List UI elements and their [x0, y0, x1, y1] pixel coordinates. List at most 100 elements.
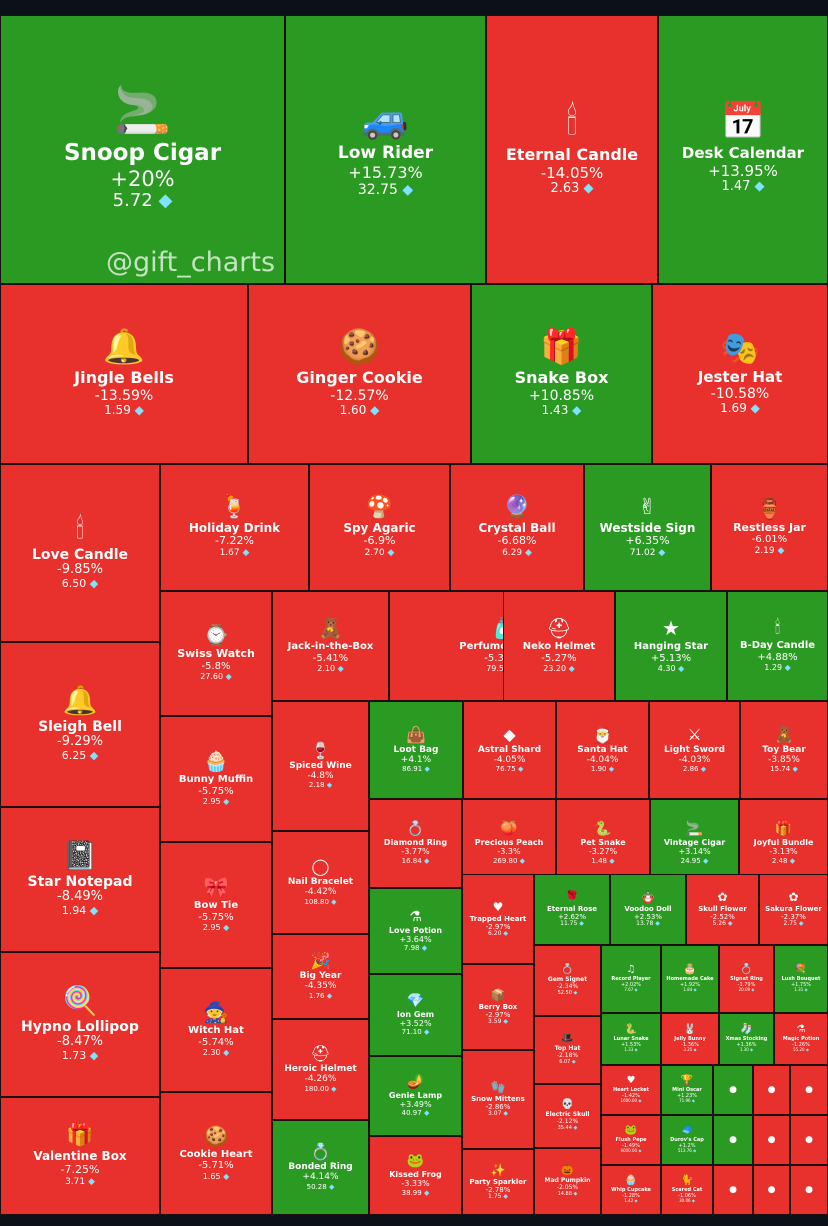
item-change: +2.53% — [633, 913, 663, 922]
treemap-tile-small[interactable]: ● — [753, 1065, 790, 1115]
treemap-tile-snoop-cigar[interactable]: 🚬 Snoop Cigar +20% 5.72 ◆ — [0, 15, 285, 284]
treemap-tile-small[interactable]: ● — [713, 1115, 753, 1165]
treemap-tile-b-day-candle[interactable]: 🕯 B-Day Candle +4.88% 1.29 ◆ — [727, 591, 828, 701]
treemap-tile-ion-gem[interactable]: 💎 Ion Gem +3.52% 71.10 ◆ — [369, 974, 462, 1056]
treemap-tile-sleigh-bell[interactable]: 🔔 Sleigh Bell -9.29% 6.25 ◆ — [0, 642, 160, 807]
treemap-tile-bunny-muffin[interactable]: 🧁 Bunny Muffin -5.75% 2.95 ◆ — [160, 716, 272, 842]
treemap-tile-eternal-candle[interactable]: 🕯 Eternal Candle -14.05% 2.63 ◆ — [486, 15, 658, 284]
treemap-tile-small[interactable]: ● — [790, 1165, 828, 1215]
item-price-value: 2.70 — [364, 548, 385, 559]
treemap-tile-magic-potion[interactable]: ⚗ Magic Potion -1.26% 55.20 ◆ — [774, 1013, 828, 1065]
treemap-tile-hanging-star[interactable]: ★ Hanging Star +5.13% 4.30 ◆ — [615, 591, 727, 701]
item-price-value: 7.67 — [624, 987, 634, 993]
item-price-value: 1.43 — [541, 402, 569, 417]
treemap-tile-toy-bear[interactable]: 🧸 Toy Bear -3.85% 15.74 ◆ — [740, 701, 828, 799]
treemap-tile-small[interactable]: ● — [713, 1065, 753, 1115]
treemap-tile-hypno-lollipop[interactable]: 🍭 Hypno Lollipop -8.47% 1.73 ◆ — [0, 952, 160, 1097]
treemap-tile-voodoo-doll[interactable]: 🪆 Voodoo Doll +2.53% 13.78 ◆ — [610, 874, 686, 945]
treemap-tile-mini-oscar[interactable]: 🏆 Mini Oscar +1.23% 71.96 ◆ — [661, 1065, 713, 1115]
treemap-tile-xmas-stocking[interactable]: 🧦 Xmas Stocking +1.36% 1.30 ◆ — [719, 1013, 774, 1065]
treemap-tile-bonded-ring[interactable]: 💍 Bonded Ring +4.14% 50.28 ◆ — [272, 1120, 369, 1215]
treemap-tile-mad-pumpkin[interactable]: 🎃 Mad Pumpkin -2.05% 14.88 ◆ — [534, 1148, 601, 1215]
treemap-tile-eternal-rose[interactable]: 🌹 Eternal Rose +2.62% 11.75 ◆ — [534, 874, 610, 945]
cigar-icon: 🚬 — [113, 83, 172, 138]
item-price: 1.67 ◆ — [220, 548, 250, 558]
treemap-tile-jack-in-the-box[interactable]: 🧸 Jack-in-the-Box -5.41% 2.10 ◆ — [272, 591, 389, 701]
treemap-tile-love-candle[interactable]: 🕯 Love Candle -9.85% 6.50 ◆ — [0, 464, 160, 642]
treemap-tile-skull-flower[interactable]: ✿ Skull Flower -2.52% 5.26 ◆ — [686, 874, 759, 945]
treemap-tile-big-year[interactable]: 🎉 Big Year -4.35% 1.76 ◆ — [272, 934, 369, 1019]
treemap-tile-small[interactable]: ● — [753, 1165, 790, 1215]
treemap-tile-jester-hat[interactable]: 🎭 Jester Hat -10.58% 1.69 ◆ — [652, 284, 828, 464]
treemap-tile-desk-calendar[interactable]: 📅 Desk Calendar +13.95% 1.47 ◆ — [658, 15, 828, 284]
treemap-tile-diamond-ring[interactable]: 💍 Diamond Ring -3.77% 16.84 ◆ — [369, 799, 462, 888]
treemap-tile-low-rider[interactable]: 🚙 Low Rider +15.73% 32.75 ◆ — [285, 15, 486, 284]
cigar-icon: 🚬 — [685, 821, 704, 838]
diamond-icon: ◆ — [239, 548, 250, 559]
treemap-tile-spy-agaric[interactable]: 🍄 Spy Agaric -6.9% 2.70 ◆ — [309, 464, 450, 591]
treemap-tile-top-hat[interactable]: 🎩 Top Hat -2.18% 6.07 ◆ — [534, 1016, 601, 1084]
treemap-tile-signet-ring[interactable]: 💍 Signet Ring -1.79% 20.09 ◆ — [719, 945, 774, 1013]
treemap-tile-love-potion[interactable]: ⚗ Love Potion +3.64% 7.98 ◆ — [369, 888, 462, 974]
treemap-tile-valentine-box[interactable]: 🎁 Valentine Box -7.25% 3.71 ◆ — [0, 1097, 160, 1215]
treemap-tile-neko-helmet[interactable]: ⛑ Neko Helmet -5.27% 23.20 ◆ — [503, 591, 615, 701]
treemap-tile-homemade-cake[interactable]: 🎂 Homemade Cake +1.92% 1.84 ◆ — [661, 945, 719, 1013]
treemap-tile-westside-sign[interactable]: ✌ Westside Sign +6.35% 71.02 ◆ — [584, 464, 711, 591]
treemap-tile-jelly-bunny[interactable]: 🐰 Jelly Bunny -1.36% 3.35 ◆ — [661, 1013, 719, 1065]
treemap-tile-ginger-cookie[interactable]: 🍪 Ginger Cookie -12.57% 1.60 ◆ — [248, 284, 471, 464]
item-name: Perfume Bottle — [459, 641, 545, 653]
treemap-tile-kissed-frog[interactable]: 🐸 Kissed Frog -3.33% 38.99 ◆ — [369, 1136, 462, 1215]
treemap-tile-durov-s-cap[interactable]: 🧢 Durov's Cap +1.2% 513.76 ◆ — [661, 1115, 713, 1165]
treemap-tile-swiss-watch[interactable]: ⌚ Swiss Watch -5.8% 27.60 ◆ — [160, 591, 272, 716]
treemap-tile-bow-tie[interactable]: 🎀 Bow Tie -5.75% 2.95 ◆ — [160, 842, 272, 968]
treemap-tile-astral-shard[interactable]: ◆ Astral Shard -4.05% 76.75 ◆ — [463, 701, 556, 799]
item-price-value: 71.10 — [401, 1028, 422, 1037]
treemap-tile-lunar-snake[interactable]: 🐍 Lunar Snake +1.53% 1.33 ◆ — [601, 1013, 661, 1065]
treemap-tile-crystal-ball[interactable]: 🔮 Crystal Ball -6.68% 6.29 ◆ — [450, 464, 584, 591]
treemap-tile-record-player[interactable]: ♫ Record Player +2.02% 7.67 ◆ — [601, 945, 661, 1013]
treemap-tile-flush-pepe[interactable]: 🐸 Flush Pepe -1.49% 6000.00 ◆ — [601, 1115, 661, 1165]
treemap-tile-cookie-heart[interactable]: 🍪 Cookie Heart -5.71% 1.65 ◆ — [160, 1092, 272, 1215]
treemap-tile-whip-cupcake[interactable]: 🧁 Whip Cupcake -1.28% 1.42 ◆ — [601, 1165, 661, 1215]
treemap-tile-nail-bracelet[interactable]: ◯ Nail Bracelet -4.42% 108.80 ◆ — [272, 831, 369, 934]
treemap-tile-witch-hat[interactable]: 🧙 Witch Hat -5.74% 2.30 ◆ — [160, 968, 272, 1092]
treemap-tile-small[interactable]: ● — [790, 1065, 828, 1115]
treemap-tile-restless-jar[interactable]: 🏺 Restless Jar -6.01% 2.19 ◆ — [711, 464, 828, 591]
treemap-tile-small[interactable]: ● — [713, 1165, 753, 1215]
diamond-icon: ◆ — [220, 923, 230, 933]
item-change: -2.97% — [485, 1010, 511, 1019]
treemap-tile-sakura-flower[interactable]: ✿ Sakura Flower -2.37% 2.75 ◆ — [759, 874, 828, 945]
treemap-tile-trapped-heart[interactable]: ♥ Trapped Heart -2.97% 6.20 ◆ — [462, 874, 534, 964]
treemap-tile-snake-box[interactable]: 🎁 Snake Box +10.85% 1.43 ◆ — [471, 284, 652, 464]
treemap-tile-snow-mittens[interactable]: 🧤 Snow Mittens -2.86% 3.07 ◆ — [462, 1050, 534, 1149]
diamond-icon: ◆ — [675, 664, 685, 674]
treemap-tile-light-sword[interactable]: ⚔ Light Sword -4.03% 2.86 ◆ — [649, 701, 740, 799]
item-price-value: 71.02 — [629, 548, 656, 559]
treemap-tile-heroic-helmet[interactable]: ⛑ Heroic Helmet -4.26% 180.00 ◆ — [272, 1019, 369, 1120]
treemap-tile-heart-locket[interactable]: ♥ Heart Locket -1.42% 1600.00 ◆ — [601, 1065, 661, 1115]
item-price: 1.30 ◆ — [740, 1048, 753, 1053]
treemap-tile-jingle-bells[interactable]: 🔔 Jingle Bells -13.59% 1.59 ◆ — [0, 284, 248, 464]
treemap-tile-holiday-drink[interactable]: 🍹 Holiday Drink -7.22% 1.67 ◆ — [160, 464, 309, 591]
treemap-tile-electric-skull[interactable]: 💀 Electric Skull -2.12% 35.44 ◆ — [534, 1084, 601, 1148]
treemap-tile-joyful-bundle[interactable]: 🎁 Joyful Bundle -3.13% 2.48 ◆ — [739, 799, 828, 888]
treemap-tile-berry-box[interactable]: 📦 Berry Box -2.97% 3.59 ◆ — [462, 964, 534, 1050]
treemap-tile-scared-cat[interactable]: 🐈 Scared Cat -1.06% 30.06 ◆ — [661, 1165, 713, 1215]
diamond-icon: ◆ — [419, 944, 428, 953]
treemap-tile-small[interactable]: ● — [790, 1115, 828, 1165]
treemap-tile-loot-bag[interactable]: 👜 Loot Bag +4.1% 86.91 ◆ — [369, 701, 463, 799]
treemap-tile-star-notepad[interactable]: 📓 Star Notepad -8.49% 1.94 ◆ — [0, 807, 160, 952]
treemap-tile-vintage-cigar[interactable]: 🚬 Vintage Cigar +3.14% 24.95 ◆ — [650, 799, 739, 888]
treemap-tile-spiced-wine[interactable]: 🍷 Spiced Wine -4.8% 2.18 ◆ — [272, 701, 369, 831]
treemap-tile-party-sparkler[interactable]: ✨ Party Sparkler -2.78% 1.75 ◆ — [462, 1149, 534, 1215]
treemap-tile-small[interactable]: ● — [753, 1115, 790, 1165]
treemap-tile-gem-signet[interactable]: 💍 Gem Signet -2.34% 52.50 ◆ — [534, 945, 601, 1016]
diamond-icon: ◆ — [501, 1192, 508, 1200]
treemap-tile-santa-hat[interactable]: 🎅 Santa Hat -4.04% 1.90 ◆ — [556, 701, 649, 799]
treemap-tile-genie-lamp[interactable]: 🪔 Genie Lamp +3.49% 40.97 ◆ — [369, 1056, 462, 1136]
treemap-tile-lush-bouquet[interactable]: 💐 Lush Bouquet +1.75% 1.31 ◆ — [774, 945, 828, 1013]
treemap-tile-pet-snake[interactable]: 🐍 Pet Snake -3.27% 1.48 ◆ — [556, 799, 650, 888]
item-change: -5.75% — [198, 785, 234, 797]
gem-icon: 💎 — [406, 992, 425, 1009]
item-change: +10.85% — [528, 387, 595, 404]
